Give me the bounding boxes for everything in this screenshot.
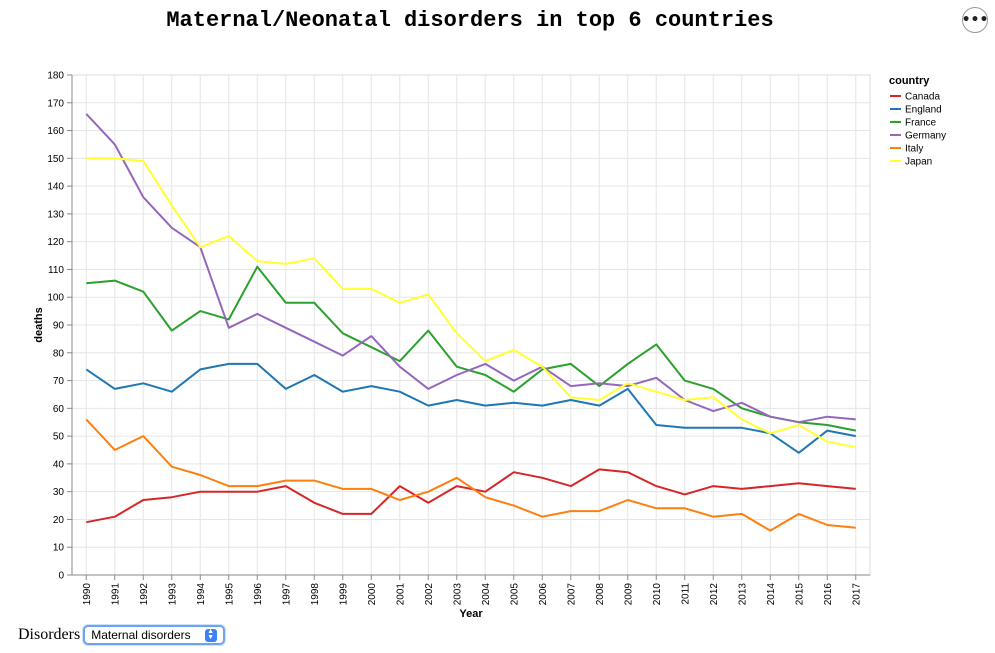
y-tick-label: 80 — [53, 348, 65, 359]
x-tick-label: 2000 — [367, 583, 378, 606]
axes: 0 10 20 30 40 50 60 70 80 90 100 110 120 130 140 150 160… — [33, 71, 870, 620]
x-tick-label: 2008 — [595, 583, 606, 606]
x-tick-label: 2012 — [709, 583, 720, 606]
x-tick-label: 2017 — [851, 583, 862, 606]
x-tick-label: 2005 — [509, 583, 520, 606]
x-tick-label: 2002 — [424, 583, 435, 606]
series-line-france — [86, 265, 856, 432]
disorder-control: Disorders Maternal disorders ▲ ▼ — [18, 625, 225, 645]
series-line-japan — [86, 157, 856, 449]
x-tick-label: 2001 — [395, 583, 406, 606]
y-tick-label: 170 — [47, 98, 64, 109]
y-tick-label: 0 — [58, 571, 64, 582]
x-tick-label: 1998 — [310, 583, 321, 606]
disorder-label: Disorders — [18, 626, 81, 643]
y-tick-label: 50 — [53, 432, 65, 443]
x-tick-label: 2007 — [566, 583, 577, 606]
y-axis-title: deaths — [33, 307, 45, 342]
series-lines — [85, 113, 856, 532]
y-tick-label: 40 — [53, 459, 65, 470]
disorder-select[interactable]: Maternal disorders ▲ ▼ — [83, 625, 225, 645]
series-line-canada — [86, 468, 856, 524]
x-tick-label: 2004 — [481, 583, 492, 606]
x-tick-label: 1997 — [281, 583, 292, 606]
series-line-italy — [85, 418, 856, 532]
x-tick-label: 1995 — [224, 583, 235, 606]
y-tick-label: 20 — [53, 515, 65, 526]
y-tick-label: 10 — [53, 543, 65, 554]
x-tick-label: 1999 — [338, 583, 349, 606]
x-tick-label: 1990 — [82, 583, 93, 606]
y-tick-label: 70 — [53, 376, 65, 387]
y-tick-label: 30 — [53, 487, 65, 498]
disorder-select-value: Maternal disorders — [91, 628, 191, 642]
series-line-england — [85, 362, 856, 454]
y-tick-label: 180 — [47, 71, 64, 82]
y-tick-label: 130 — [47, 209, 64, 220]
x-tick-label: 2015 — [794, 583, 805, 606]
legend-label-japan: Japan — [905, 157, 932, 168]
x-tick-label: 1991 — [110, 583, 121, 606]
grid-lines — [71, 74, 871, 576]
x-tick-label: 2006 — [538, 583, 549, 606]
y-tick-label: 160 — [47, 126, 64, 137]
x-tick-label: 2014 — [766, 583, 777, 606]
legend-label-canada: Canada — [905, 92, 940, 103]
x-tick-label: 1993 — [167, 583, 178, 606]
x-tick-label: 2009 — [623, 583, 634, 606]
x-tick-label: 2003 — [452, 583, 463, 606]
y-tick-label: 140 — [47, 182, 64, 193]
legend-label-germany: Germany — [905, 131, 946, 142]
x-tick-label: 1992 — [139, 583, 150, 606]
y-tick-label: 150 — [47, 154, 64, 165]
legend-label-italy: Italy — [905, 144, 923, 155]
legend: country Canada England France Germany Italy Ja… — [889, 75, 946, 168]
legend-title: country — [889, 75, 930, 87]
y-tick-label: 90 — [53, 321, 65, 332]
series-line-germany — [85, 113, 856, 424]
legend-label-france: France — [905, 118, 937, 129]
x-tick-label: 1994 — [196, 583, 207, 606]
x-axis-title: Year — [459, 608, 483, 620]
more-horizontal-icon[interactable]: ••• — [962, 7, 988, 33]
select-arrows-icon: ▲ ▼ — [204, 628, 217, 642]
x-tick-label: 2011 — [680, 583, 691, 605]
y-tick-label: 100 — [47, 293, 64, 304]
chart-title: Maternal/Neonatal disorders in top 6 cou… — [166, 8, 774, 33]
y-tick-label: 120 — [47, 237, 64, 248]
x-tick-label: 1996 — [253, 583, 264, 606]
x-tick-label: 2010 — [652, 583, 663, 606]
y-tick-label: 110 — [48, 265, 64, 276]
x-tick-label: 2013 — [737, 583, 748, 606]
x-tick-label: 2016 — [823, 583, 834, 606]
legend-label-england: England — [905, 105, 942, 116]
y-tick-label: 60 — [53, 404, 65, 415]
